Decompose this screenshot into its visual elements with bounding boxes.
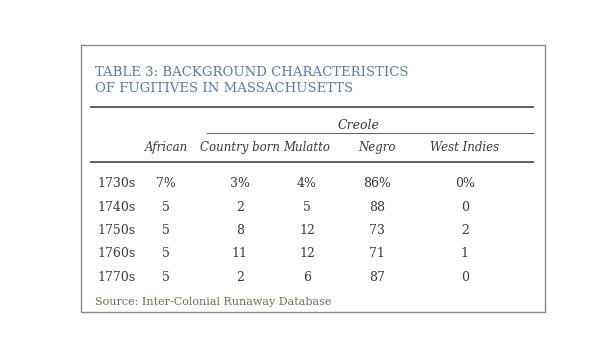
- Text: 0: 0: [461, 201, 469, 213]
- Text: 0%: 0%: [455, 177, 475, 190]
- Text: 5: 5: [163, 224, 170, 237]
- Text: 12: 12: [299, 224, 315, 237]
- Text: Mulatto: Mulatto: [284, 141, 331, 154]
- Text: West Indies: West Indies: [430, 141, 499, 154]
- Text: Negro: Negro: [358, 141, 396, 154]
- Text: 86%: 86%: [363, 177, 391, 190]
- Text: 5: 5: [163, 201, 170, 213]
- Point: [530, 131, 537, 135]
- Text: 7%: 7%: [156, 177, 177, 190]
- FancyBboxPatch shape: [81, 45, 545, 312]
- Text: 4%: 4%: [297, 177, 317, 190]
- Text: Country born: Country born: [200, 141, 280, 154]
- Text: 0: 0: [461, 272, 469, 285]
- Text: 1: 1: [461, 247, 469, 261]
- Text: 71: 71: [369, 247, 385, 261]
- Text: 2: 2: [236, 201, 244, 213]
- Text: African: African: [145, 141, 188, 154]
- Text: 5: 5: [163, 247, 170, 261]
- Text: 5: 5: [163, 272, 170, 285]
- Text: Source: Inter-Colonial Runaway Database: Source: Inter-Colonial Runaway Database: [95, 297, 332, 307]
- Text: 1770s: 1770s: [98, 272, 136, 285]
- Text: 5: 5: [303, 201, 311, 213]
- Text: 12: 12: [299, 247, 315, 261]
- Text: 2: 2: [236, 272, 244, 285]
- Text: 1760s: 1760s: [98, 247, 136, 261]
- Text: 3%: 3%: [230, 177, 250, 190]
- Text: 11: 11: [232, 247, 247, 261]
- Point: [203, 131, 210, 135]
- Text: 87: 87: [369, 272, 385, 285]
- Text: 1730s: 1730s: [98, 177, 136, 190]
- Text: 1750s: 1750s: [98, 224, 136, 237]
- Text: 88: 88: [369, 201, 385, 213]
- Text: 6: 6: [303, 272, 311, 285]
- Text: TABLE 3: BACKGROUND CHARACTERISTICS: TABLE 3: BACKGROUND CHARACTERISTICS: [95, 65, 409, 79]
- Text: OF FUGITIVES IN MASSACHUSETTS: OF FUGITIVES IN MASSACHUSETTS: [95, 82, 353, 95]
- Text: 2: 2: [461, 224, 469, 237]
- Text: 1740s: 1740s: [98, 201, 136, 213]
- Text: 8: 8: [236, 224, 244, 237]
- Text: 73: 73: [369, 224, 385, 237]
- Text: Creole: Creole: [337, 119, 379, 132]
